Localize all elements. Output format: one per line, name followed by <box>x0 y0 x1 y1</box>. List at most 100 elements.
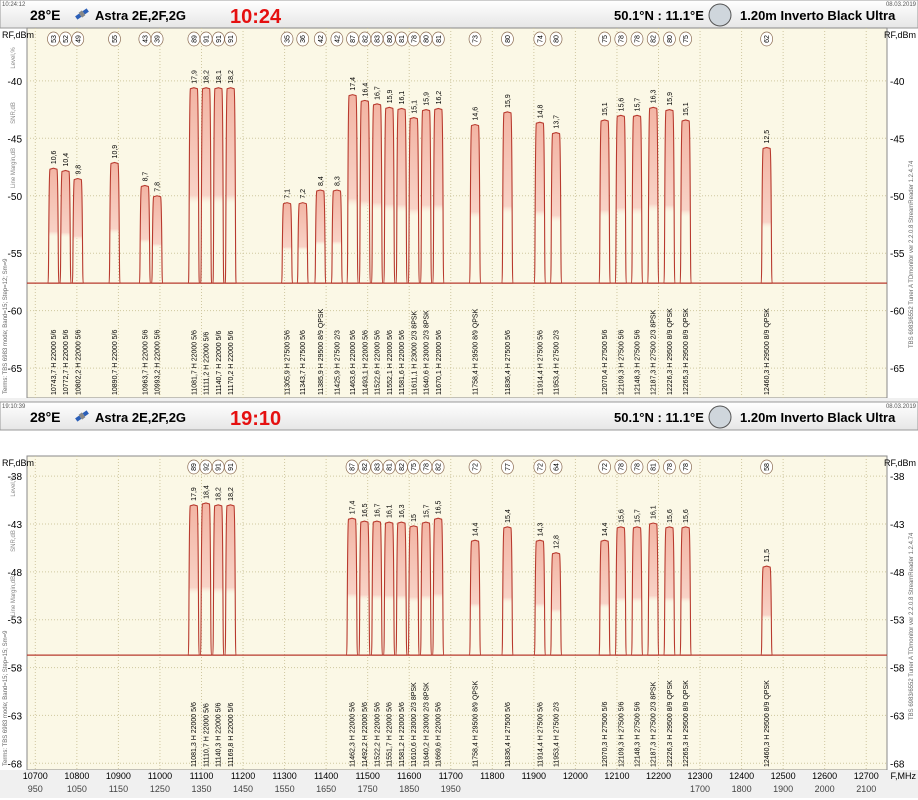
quality-badge <box>679 459 692 475</box>
transponder-label: 10993,2 H 22000 5/6 <box>155 330 162 395</box>
snr-label: 16,5 <box>436 500 443 514</box>
if-tick-label: 1750 <box>358 784 378 794</box>
transponder-label: 12148,3 H 27500 5/6 <box>635 702 642 767</box>
transponder-label: 11169,8 H 22000 5/6 <box>228 703 235 767</box>
if-tick-label: 1650 <box>316 784 336 794</box>
y-tick-label: -63 <box>8 711 23 722</box>
snr-label: 16,1 <box>387 504 394 518</box>
if-tick-label: 950 <box>28 784 43 794</box>
quality-label: 80 <box>387 35 394 43</box>
transponder-peak <box>395 107 408 284</box>
x-tick-label: 11600 <box>397 771 421 781</box>
y-axis-label-right: RF,dBm <box>884 458 916 468</box>
quality-label: 77 <box>505 463 512 471</box>
transponder-peak <box>614 526 627 656</box>
transponder-peak <box>501 111 514 284</box>
x-tick-label: 12400 <box>729 771 754 781</box>
transponder-peak <box>533 121 546 284</box>
x-tick-label: 11100 <box>190 771 214 781</box>
x-tick-label: 10700 <box>23 771 48 781</box>
if-tick-label: 2000 <box>815 784 835 794</box>
side-right: TBS 6983/6552 Tuner A TDmonitor ver 2.2.… <box>909 160 915 348</box>
quality-label: 82 <box>362 463 369 471</box>
snr-label: 10,9 <box>112 145 119 159</box>
quality-label: 39 <box>155 35 162 43</box>
quality-badge <box>280 31 294 47</box>
small-time: 10:24:12 <box>2 2 26 8</box>
quality-label: 89 <box>191 35 198 43</box>
snr-label: 15,6 <box>618 509 625 523</box>
transponder-peak <box>187 87 200 284</box>
quality-label: 89 <box>191 463 198 471</box>
quality-badge <box>345 459 359 475</box>
snr-label: 16,3 <box>399 504 406 518</box>
quality-label: 64 <box>554 463 561 471</box>
transponder-peak <box>47 167 60 284</box>
legend-left: SNR,dB <box>11 530 17 552</box>
quality-label: 81 <box>399 35 406 43</box>
snr-label: 17,4 <box>350 500 357 514</box>
transponder-peak <box>224 87 237 284</box>
x-tick-label: 12300 <box>688 771 713 781</box>
quality-badge <box>150 31 164 47</box>
x-tick-label: 11000 <box>148 771 172 781</box>
transponder-peak <box>550 131 562 284</box>
y-axis-label: RF,dBm <box>2 30 34 40</box>
transponder-label: 11640,6 H 23000 2/3 8PSK <box>424 310 431 395</box>
if-tick-label: 1900 <box>773 784 793 794</box>
quality-badge <box>501 459 514 475</box>
sat-panel <box>82 8 89 15</box>
quality-label: 92 <box>203 463 210 471</box>
transponder-label: 12460,3 H 29500 8/9 QPSK <box>764 308 771 395</box>
quality-label: 72 <box>473 463 480 471</box>
if-tick-label: 1150 <box>109 784 128 794</box>
transponder-label: 11581,6 H 22000 5/6 <box>399 330 406 395</box>
snr-label: 7,8 <box>155 182 162 192</box>
snr-label: 16,1 <box>651 505 658 519</box>
snr-label: 15,6 <box>667 509 674 523</box>
transponder-label: 11111,2 H 22000 5/6 <box>204 332 211 395</box>
legend-left: Level,% <box>11 475 17 497</box>
quality-badge <box>646 459 660 475</box>
snr-label: 15,6 <box>683 509 690 523</box>
x-tick-label: 11200 <box>231 771 255 781</box>
quality-label: 81 <box>387 463 394 471</box>
snr-label: 15,1 <box>411 100 418 114</box>
if-tick-label: 1700 <box>690 784 710 794</box>
y-tick-label-right: -48 <box>890 568 905 579</box>
snr-label: 16,3 <box>651 90 658 104</box>
quality-badge <box>663 459 676 475</box>
transponder-label: 11343,7 H 27500 5/6 <box>300 330 307 395</box>
quality-badge <box>663 31 676 47</box>
transponder-label: 10743,7 H 22000 5/6 <box>51 330 58 395</box>
transponder-label: 12187,3 H 27500 2/3 8PSK <box>651 309 658 395</box>
y-tick-label-right: -55 <box>890 249 905 260</box>
if-tick-label: 1550 <box>275 784 295 794</box>
transponder-label: 12265,3 H 29500 8/9 QPSK <box>683 680 690 767</box>
transponder-peak <box>371 103 384 284</box>
transponder-peak <box>296 202 309 284</box>
y-tick-label: -55 <box>8 249 23 260</box>
x-tick-label: 12600 <box>812 771 837 781</box>
if-tick-label: 2100 <box>856 784 876 794</box>
x-tick-label: 11800 <box>480 771 504 781</box>
quality-label: 78 <box>683 463 690 471</box>
transponder-label: 10963,7 H 22000 5/6 <box>142 330 149 395</box>
y-tick-label: -53 <box>8 616 23 627</box>
y-axis-label-right: RF,dBm <box>884 30 916 40</box>
transponder-label: 11170,2 H 22000 5/6 <box>228 331 235 395</box>
quality-label: 78 <box>411 35 418 43</box>
quality-badge <box>108 31 121 47</box>
transponder-peak <box>614 114 627 284</box>
quality-badge <box>313 31 327 47</box>
y-tick-label-right: -50 <box>890 192 905 203</box>
snr-label: 9,8 <box>75 165 82 175</box>
snr-label: 18,2 <box>228 487 235 501</box>
quality-label: 82 <box>436 463 443 471</box>
dish-icon <box>708 3 732 27</box>
plot-area <box>26 27 888 399</box>
quality-label: 87 <box>350 463 357 471</box>
quality-badge <box>533 31 547 47</box>
transponder-peak <box>187 504 200 656</box>
quality-label: 75 <box>683 35 690 43</box>
